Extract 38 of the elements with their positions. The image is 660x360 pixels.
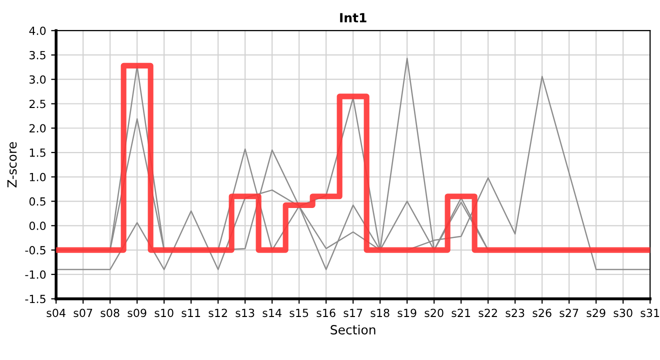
y-tick-label: 4.0 bbox=[29, 26, 46, 35]
x-tick-label: s15 bbox=[290, 308, 308, 318]
y-axis-title: Z-score bbox=[7, 142, 17, 188]
x-tick-label: s04 bbox=[46, 308, 66, 318]
x-tick-label: s19 bbox=[398, 308, 416, 318]
y-tick-label: -1.5 bbox=[25, 294, 46, 304]
y-tick-label: 0.0 bbox=[29, 222, 46, 230]
y-tick-label: -0.5 bbox=[25, 246, 46, 254]
x-tick-label: s21 bbox=[452, 308, 470, 318]
x-tick-label: s10 bbox=[154, 308, 174, 318]
chart-title: Int1 bbox=[340, 13, 366, 22]
x-tick-label: s18 bbox=[370, 308, 390, 318]
x-tick-label: s31 bbox=[640, 308, 660, 318]
x-tick-label: s16 bbox=[316, 308, 336, 318]
x-tick-label: s08 bbox=[100, 308, 120, 318]
y-tick-label: -1.0 bbox=[25, 270, 46, 279]
x-tick-label: s07 bbox=[74, 308, 92, 318]
x-tick-label: s27 bbox=[560, 308, 578, 318]
y-tick-label: 0.5 bbox=[29, 197, 46, 206]
x-tick-label: s30 bbox=[614, 308, 632, 318]
y-tick-label: 3.5 bbox=[30, 50, 46, 60]
x-tick-label: s13 bbox=[236, 308, 254, 318]
y-tick-label: 1.0 bbox=[30, 172, 46, 182]
x-tick-label: s22 bbox=[478, 308, 497, 318]
x-tick-label: s20 bbox=[424, 308, 444, 318]
x-tick-label: s17 bbox=[344, 308, 362, 318]
y-tick-label: 2.0 bbox=[30, 124, 46, 133]
x-tick-label: s11 bbox=[182, 308, 200, 318]
y-tick-label: 1.5 bbox=[30, 148, 46, 157]
y-tick-label: 3.0 bbox=[30, 75, 46, 84]
x-axis-title: Section bbox=[330, 324, 376, 335]
x-tick-label: s26 bbox=[532, 308, 552, 318]
x-tick-label: s12 bbox=[208, 308, 227, 318]
x-tick-label: s29 bbox=[586, 308, 606, 318]
x-tick-label: s09 bbox=[128, 308, 146, 318]
x-tick-label: s23 bbox=[506, 308, 524, 318]
x-tick-label: s14 bbox=[262, 308, 282, 318]
y-tick-label: 2.5 bbox=[30, 100, 46, 108]
